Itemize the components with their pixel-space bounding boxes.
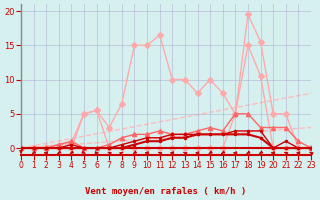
X-axis label: Vent moyen/en rafales ( km/h ): Vent moyen/en rafales ( km/h ) — [85, 187, 247, 196]
